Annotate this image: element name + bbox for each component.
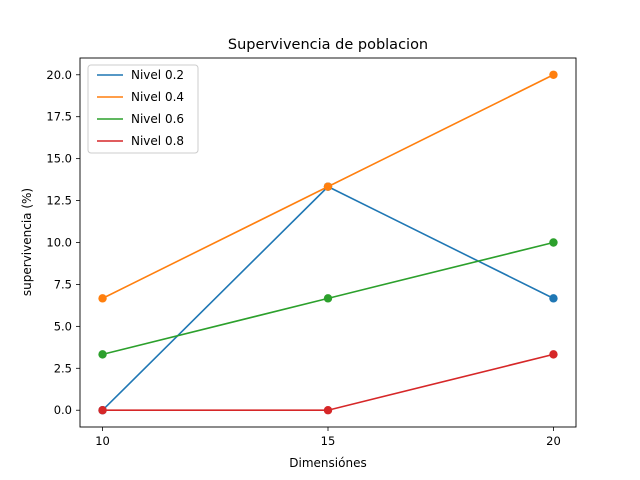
data-point-s3-0 xyxy=(98,406,107,415)
legend-box xyxy=(87,64,199,154)
data-point-s1-1 xyxy=(323,182,333,191)
data-point-s0-2 xyxy=(549,294,558,303)
y-tick-label: 10.0 xyxy=(46,236,72,250)
data-point-s2-0 xyxy=(98,350,107,359)
legend-label-0: Nivel 0.2 xyxy=(131,68,184,82)
y-tick-label: 20.0 xyxy=(46,68,72,82)
y-tick-label: 0.0 xyxy=(54,403,72,417)
x-tick-label: 20 xyxy=(546,434,561,448)
legend-label-2: Nivel 0.6 xyxy=(131,112,184,126)
data-point-s3-1 xyxy=(323,406,333,415)
axes-frame xyxy=(79,57,577,428)
y-tick-label: 15.0 xyxy=(46,152,72,166)
y-tick-label: 17.5 xyxy=(46,110,72,124)
data-point-s1-2 xyxy=(549,70,558,79)
legend-label-1: Nivel 0.4 xyxy=(131,90,184,104)
chart-title: Supervivencia de poblacion xyxy=(228,37,428,53)
y-tick-label: 5.0 xyxy=(54,319,72,333)
y-tick-label: 2.5 xyxy=(54,361,72,375)
plot-area: 10 15 20 0.0 2.5 5.0 7.5 10.0 12.5 15.0 17.5 20.0 Ni… xyxy=(46,57,577,448)
legend-label-3: Nivel 0.8 xyxy=(131,134,184,148)
y-axis-label: supervivencia (%) xyxy=(20,188,34,296)
data-point-s1-0 xyxy=(98,294,107,303)
data-point-s3-2 xyxy=(549,350,558,359)
x-tick-label: 15 xyxy=(321,434,336,448)
y-tick-label: 12.5 xyxy=(46,194,72,208)
data-point-s2-2 xyxy=(549,238,558,247)
x-axis-label: Dimensiónes xyxy=(289,456,366,470)
data-point-s2-1 xyxy=(323,294,333,303)
x-tick-label: 10 xyxy=(95,434,110,448)
y-tick-label: 7.5 xyxy=(54,277,72,291)
